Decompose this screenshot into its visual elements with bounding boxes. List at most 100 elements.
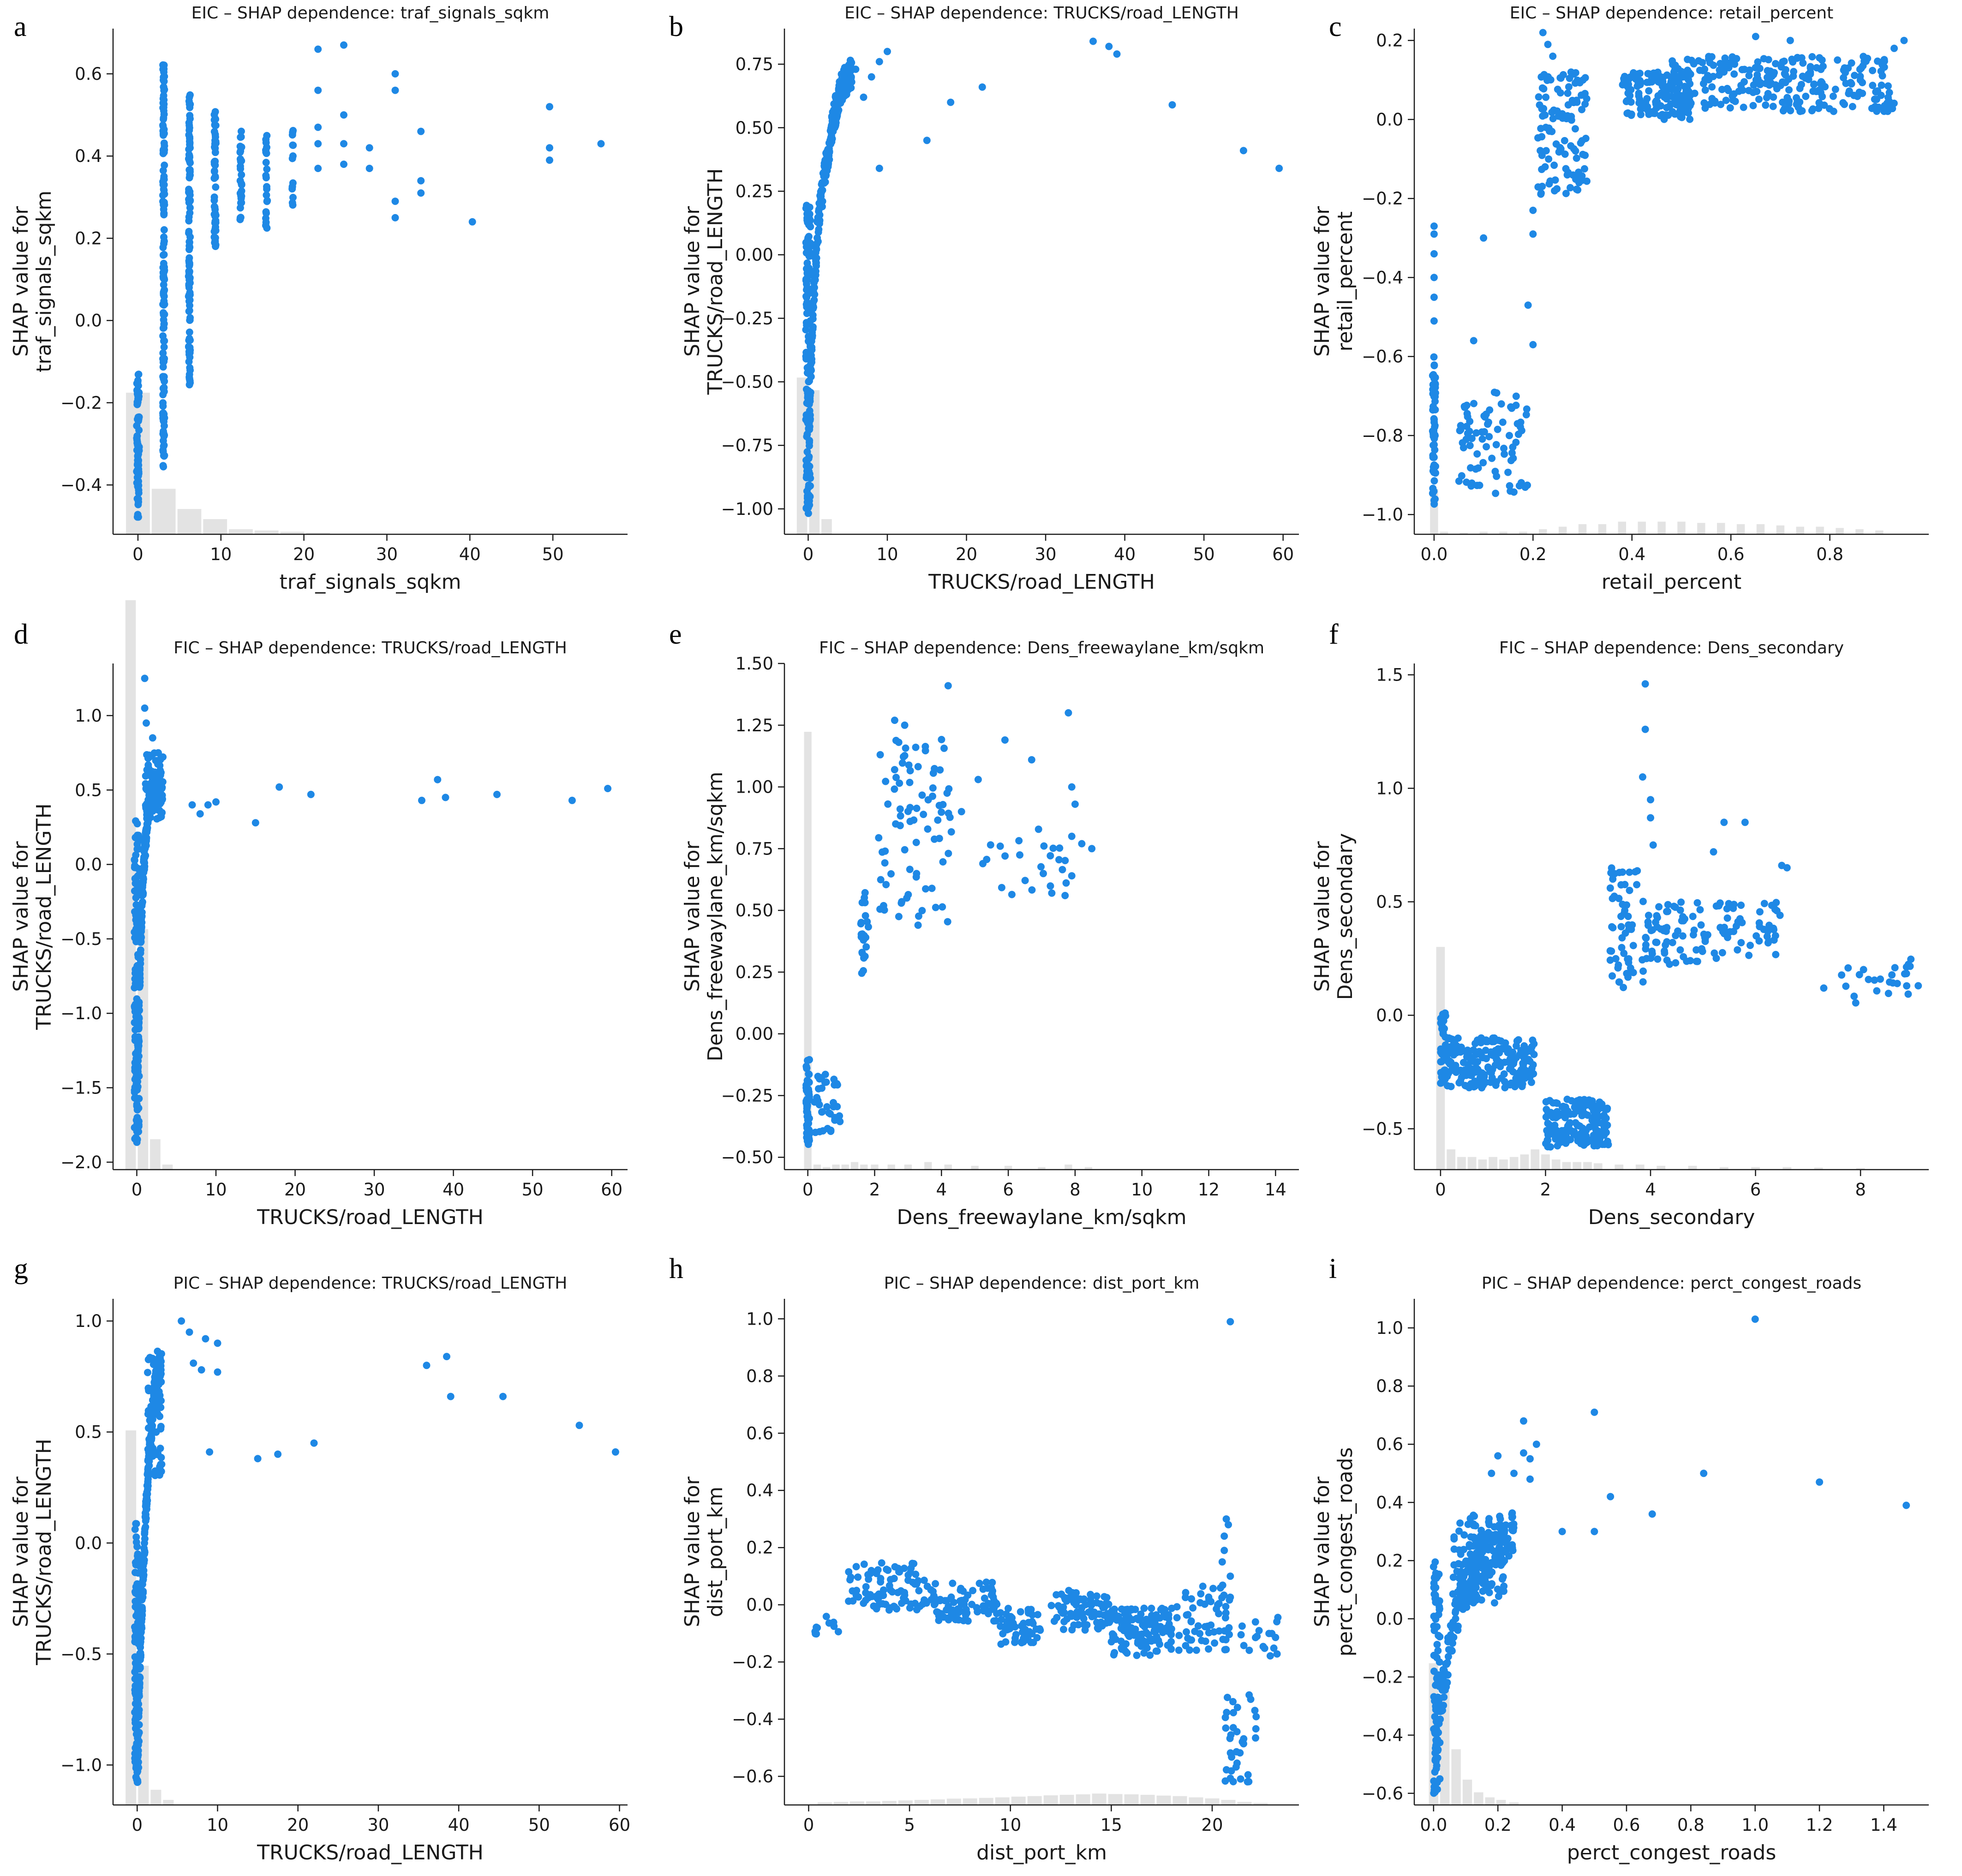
histogram-bar: [1583, 1162, 1592, 1170]
data-point: [1150, 1627, 1158, 1635]
data-point: [1472, 429, 1480, 437]
data-point: [1455, 477, 1463, 485]
data-point: [1750, 81, 1758, 89]
data-point: [1183, 1611, 1190, 1619]
data-point: [1737, 939, 1745, 947]
data-point: [1783, 94, 1791, 102]
y-tick-label: −0.6: [1362, 1784, 1403, 1804]
x-tick-label: 0: [132, 1180, 143, 1200]
data-point: [289, 128, 297, 136]
data-point: [1071, 801, 1079, 808]
histogram-bar: [1836, 528, 1844, 534]
data-point: [144, 1368, 151, 1376]
data-point: [1429, 381, 1437, 388]
y-tick-label: 0.5: [1376, 892, 1403, 912]
y-tick-label: 0.4: [1376, 1493, 1403, 1512]
data-point: [131, 1064, 139, 1071]
data-point: [815, 220, 823, 227]
data-point: [1253, 1632, 1261, 1640]
data-point: [160, 92, 167, 100]
data-point: [144, 1424, 152, 1432]
data-point: [913, 1580, 921, 1588]
data-point: [1490, 1523, 1498, 1531]
data-point: [1607, 869, 1615, 877]
data-point: [1488, 1049, 1495, 1057]
data-point: [1603, 1140, 1611, 1147]
data-point: [1753, 932, 1760, 940]
data-point: [1226, 1318, 1234, 1326]
data-point: [1848, 103, 1856, 110]
data-point: [1146, 1651, 1154, 1659]
data-point: [1579, 150, 1587, 158]
data-point: [914, 763, 922, 771]
data-point: [1655, 903, 1663, 911]
y-tick-label: 0.0: [1376, 1005, 1403, 1025]
data-point: [131, 1686, 139, 1694]
data-point: [238, 171, 245, 179]
data-point: [1697, 921, 1705, 929]
y-tick-label: −0.75: [721, 436, 773, 455]
y-tick-label: 0.4: [746, 1481, 773, 1500]
data-point: [186, 166, 194, 173]
chart-title: EIC – SHAP dependence: traf_signals_sqkm: [191, 4, 550, 23]
data-point: [186, 115, 194, 123]
data-point: [1620, 984, 1627, 992]
y-tick-label: 1.0: [746, 1309, 773, 1329]
data-point: [212, 243, 219, 250]
histogram-bar: [823, 1167, 831, 1170]
data-point: [1700, 99, 1708, 107]
data-point: [1432, 1779, 1440, 1787]
x-tick-label: 0: [132, 1815, 143, 1835]
y-axis-label-line: Dens_freewaylane_km/sqkm: [704, 771, 727, 1061]
data-point: [1562, 190, 1570, 197]
data-point: [1561, 137, 1568, 144]
data-point: [1621, 72, 1628, 80]
y-axis-label-line: SHAP value for: [9, 1476, 33, 1627]
data-point: [1159, 1629, 1166, 1637]
data-point: [423, 1362, 431, 1369]
histogram-bar: [1657, 1165, 1666, 1170]
histogram-bar: [995, 1797, 1010, 1805]
data-point: [928, 884, 936, 892]
data-point: [1747, 942, 1754, 949]
histogram-bar: [151, 489, 176, 534]
data-point: [1057, 1607, 1065, 1615]
data-point: [1764, 67, 1771, 75]
histogram-bar: [1638, 521, 1646, 534]
data-point: [803, 433, 811, 441]
histogram: [1436, 947, 1865, 1170]
y-tick-label: 0.00: [736, 245, 773, 265]
y-tick-label: −0.5: [60, 1644, 102, 1664]
data-point: [133, 422, 141, 430]
data-point: [1626, 868, 1633, 876]
x-tick-label: 0: [132, 544, 144, 564]
data-point: [1793, 101, 1800, 108]
data-point: [1561, 150, 1569, 158]
data-point: [1483, 443, 1490, 451]
data-point: [159, 753, 167, 761]
data-point: [1510, 1520, 1518, 1528]
data-point: [1545, 155, 1553, 163]
data-point: [827, 1128, 835, 1135]
data-point: [1509, 1068, 1517, 1075]
data-point: [1516, 423, 1524, 431]
data-point: [132, 1666, 140, 1674]
data-point: [160, 388, 168, 395]
data-point: [1432, 1718, 1440, 1726]
data-point: [1712, 902, 1720, 910]
y-tick-label: −0.25: [721, 1086, 773, 1105]
data-point: [131, 984, 138, 992]
data-point: [1544, 41, 1552, 48]
data-point: [1637, 111, 1645, 119]
histogram-bar: [1776, 525, 1785, 534]
data-point: [818, 1084, 825, 1092]
data-point: [1226, 1593, 1234, 1601]
data-point: [1773, 85, 1781, 93]
data-point: [1430, 1563, 1437, 1571]
data-point: [1228, 1753, 1236, 1761]
data-point: [417, 177, 425, 185]
data-point: [1639, 978, 1647, 986]
data-point: [1680, 953, 1687, 961]
histogram-bar: [1457, 1157, 1466, 1170]
x-tick-label: 40: [1114, 544, 1136, 564]
